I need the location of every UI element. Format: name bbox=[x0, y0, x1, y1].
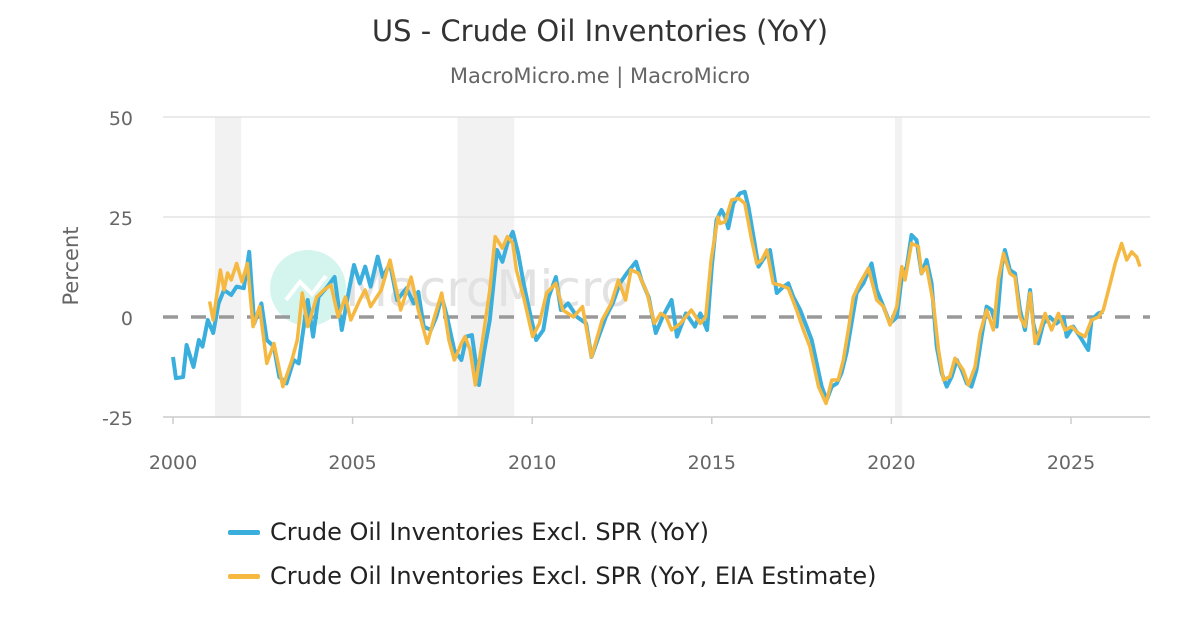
recession-band bbox=[457, 117, 515, 417]
legend-label: Crude Oil Inventories Excl. SPR (YoY) bbox=[270, 518, 709, 546]
series-line-eia-estimate bbox=[207, 196, 1142, 406]
x-tick-label: 2005 bbox=[328, 452, 376, 474]
x-tick-label: 2020 bbox=[867, 452, 915, 474]
legend-swatch-blue bbox=[228, 529, 260, 535]
watermark-logo: MacroMicro bbox=[270, 250, 631, 326]
y-tick-label: 0 bbox=[121, 308, 133, 330]
legend: Crude Oil Inventories Excl. SPR (YoY) Cr… bbox=[228, 510, 877, 598]
y-tick-label: -25 bbox=[102, 408, 133, 430]
legend-item-eia-estimate[interactable]: Crude Oil Inventories Excl. SPR (YoY, EI… bbox=[228, 554, 877, 598]
y-tick-label: 50 bbox=[109, 108, 133, 130]
x-tick-label: 2015 bbox=[688, 452, 736, 474]
chart-subtitle: MacroMicro.me | MacroMicro bbox=[449, 64, 751, 88]
chart-title: US - Crude Oil Inventories (YoY) bbox=[371, 14, 829, 48]
x-tick-label: 2000 bbox=[149, 452, 197, 474]
y-tick-label: 25 bbox=[109, 208, 133, 230]
x-tick-label: 2025 bbox=[1047, 452, 1095, 474]
watermark-chart-icon bbox=[284, 274, 328, 302]
x-tick-label: 2010 bbox=[508, 452, 556, 474]
legend-item-yoy[interactable]: Crude Oil Inventories Excl. SPR (YoY) bbox=[228, 510, 877, 554]
y-axis-label: Percent bbox=[59, 226, 83, 305]
legend-swatch-orange bbox=[228, 573, 260, 579]
legend-label: Crude Oil Inventories Excl. SPR (YoY, EI… bbox=[270, 562, 877, 590]
recession-band bbox=[894, 117, 903, 417]
